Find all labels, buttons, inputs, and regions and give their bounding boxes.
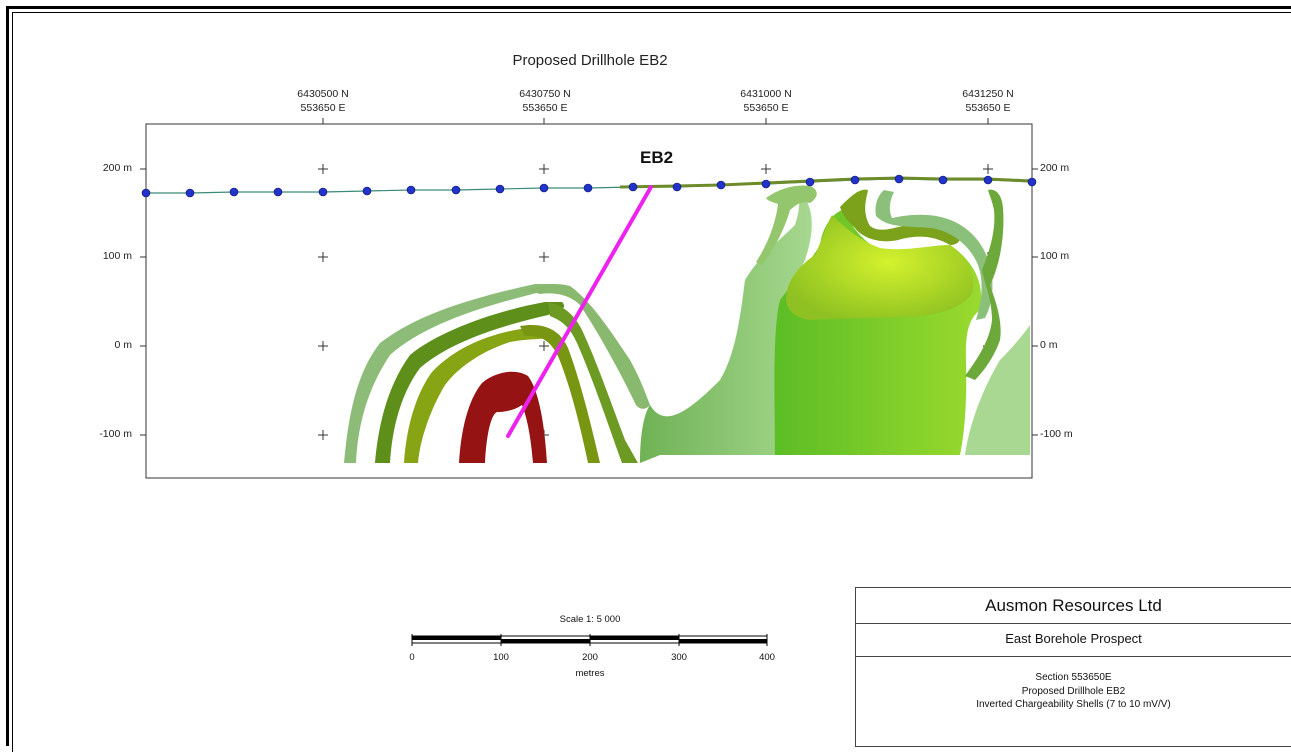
shell-right-outer xyxy=(640,190,812,463)
scale-tick-0: 0 xyxy=(409,652,415,663)
section-title: Proposed Drillhole EB2 xyxy=(512,52,668,69)
survey-point xyxy=(362,186,372,196)
company-name: Ausmon Resources Ltd xyxy=(985,596,1162,615)
shell-2-arc xyxy=(548,302,638,463)
survey-point xyxy=(229,187,239,197)
coord-label-1: 6430500 N 553650 E xyxy=(297,88,349,114)
scale-tick-400: 400 xyxy=(759,652,775,663)
survey-point xyxy=(318,187,328,197)
elev-left-100: 100 m xyxy=(102,250,132,262)
shell-right-loop xyxy=(965,189,1004,380)
elev-right-200: 200 m xyxy=(1040,162,1070,174)
survey-point xyxy=(583,183,593,193)
survey-point xyxy=(141,188,151,198)
project-name: East Borehole Prospect xyxy=(1005,631,1142,646)
elev-left-200: 200 m xyxy=(102,162,132,174)
survey-point xyxy=(406,185,416,195)
survey-point xyxy=(628,182,638,192)
scale-bar xyxy=(411,634,768,646)
high-chargeability-core xyxy=(459,371,547,463)
coord-label-4: 6431250 N 553650 E xyxy=(962,88,1014,114)
elev-right-100: 100 m xyxy=(1040,250,1070,262)
survey-point xyxy=(1027,177,1037,187)
survey-point xyxy=(983,175,993,185)
description-line-3: Inverted Chargeability Shells (7 to 10 m… xyxy=(976,699,1171,710)
survey-point xyxy=(185,188,195,198)
title-block-company-row: Ausmon Resources Ltd xyxy=(856,588,1291,624)
coord-label-2: 6430750 N 553650 E xyxy=(519,88,571,114)
elev-right-neg100: -100 m xyxy=(1040,428,1073,440)
scale-tick-200: 200 xyxy=(582,652,598,663)
survey-point xyxy=(894,174,904,184)
shell-right-side xyxy=(965,325,1030,455)
shell-3-arc xyxy=(520,324,600,463)
scale-tick-100: 100 xyxy=(493,652,509,663)
shell-outer-left xyxy=(344,284,556,463)
survey-point xyxy=(672,182,682,192)
scale-unit: metres xyxy=(575,668,605,679)
shell-right-core xyxy=(786,215,974,320)
title-block-project-row: East Borehole Prospect xyxy=(856,623,1291,657)
survey-point xyxy=(451,185,461,195)
scale-title: Scale 1: 5 000 xyxy=(559,614,621,625)
scale-tick-300: 300 xyxy=(671,652,687,663)
survey-point xyxy=(539,183,549,193)
title-block-description: Section 553650E Proposed Drillhole EB2 I… xyxy=(856,671,1291,712)
survey-point xyxy=(761,179,771,189)
shell-right-hook-1 xyxy=(840,189,961,245)
elev-left-neg100: -100 m xyxy=(99,428,132,440)
survey-point xyxy=(716,180,726,190)
surface-profile-olive xyxy=(619,176,1033,189)
shell-outer-arc xyxy=(525,284,650,409)
shell-right-hook-2 xyxy=(875,190,993,320)
shell-3 xyxy=(404,328,560,463)
shell-2 xyxy=(375,302,565,463)
survey-points xyxy=(141,174,1037,198)
description-line-2: Proposed Drillhole EB2 xyxy=(1021,685,1126,697)
title-block: Ausmon Resources Ltd East Borehole Prosp… xyxy=(855,587,1291,747)
frame-ticks xyxy=(140,118,1038,436)
survey-point xyxy=(938,175,948,185)
survey-point xyxy=(805,177,815,187)
survey-point xyxy=(495,184,505,194)
coord-label-3: 6431000 N 553650 E xyxy=(740,88,792,114)
survey-point xyxy=(850,175,860,185)
inner-frame xyxy=(12,12,1291,752)
plot-frame xyxy=(145,123,1033,479)
description-line-1: Section 553650E xyxy=(1035,672,1112,683)
survey-point xyxy=(273,187,283,197)
outer-frame xyxy=(6,6,1291,746)
elev-left-0: 0 m xyxy=(114,339,132,351)
elev-right-0: 0 m xyxy=(1040,339,1058,351)
drillhole-label: EB2 xyxy=(640,148,673,167)
drillhole-trace xyxy=(506,185,653,438)
shell-right-ribbon xyxy=(756,185,817,265)
